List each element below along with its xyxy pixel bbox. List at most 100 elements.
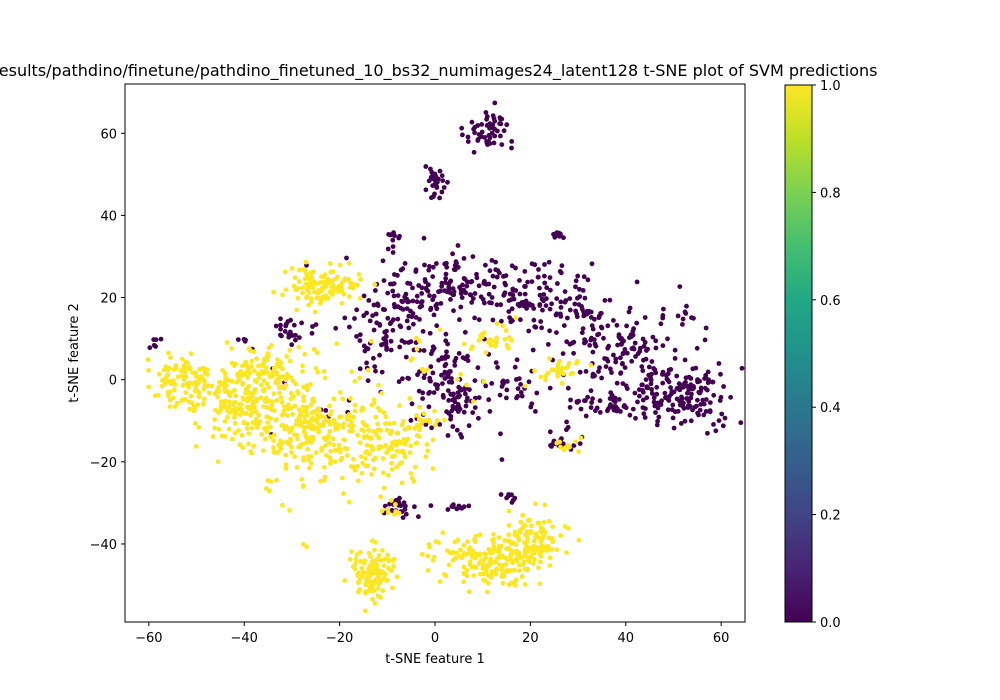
scatter-point-class-0 (660, 313, 666, 318)
scatter-point-class-1 (358, 549, 363, 555)
scatter-point-class-1 (331, 396, 337, 402)
scatter-point-class-1 (175, 400, 180, 406)
scatter-point-class-0 (347, 324, 352, 330)
scatter-point-class-1 (304, 544, 309, 550)
scatter-point-class-1 (271, 438, 276, 443)
scatter-point-class-1 (336, 442, 342, 448)
scatter-point-class-1 (494, 321, 500, 326)
scatter-point-class-0 (494, 274, 500, 280)
scatter-point-class-0 (529, 401, 535, 407)
scatter-point-class-1 (389, 460, 394, 466)
scatter-point-class-0 (582, 398, 587, 404)
scatter-point-class-0 (521, 303, 527, 309)
scatter-point-class-1 (498, 554, 503, 560)
scatter-point-class-0 (605, 406, 611, 412)
scatter-point-class-0 (643, 377, 649, 382)
scatter-point-class-1 (461, 341, 467, 347)
scatter-point-class-0 (361, 313, 367, 319)
scatter-point-class-1 (555, 362, 561, 368)
colorbar-ticks: 0.0 0.2 0.4 0.6 0.8 1.0 (812, 79, 841, 631)
scatter-point-class-0 (405, 375, 411, 381)
scatter-point-class-0 (452, 363, 458, 368)
scatter-point-class-1 (396, 449, 402, 454)
scatter-point-class-1 (232, 387, 237, 393)
scatter-point-class-1 (262, 369, 267, 375)
scatter-point-class-1 (288, 405, 294, 411)
scatter-point-class-1 (261, 448, 266, 453)
scatter-point-class-1 (232, 430, 238, 436)
scatter-point-class-0 (486, 291, 492, 297)
scatter-point-class-1 (386, 565, 391, 571)
scatter-point-class-0 (426, 178, 432, 184)
scatter-point-class-1 (344, 446, 350, 452)
y-axis: −40 −20 0 20 40 60 (90, 127, 125, 553)
scatter-point-class-0 (620, 350, 626, 356)
scatter-point-class-0 (241, 337, 247, 342)
scatter-point-class-0 (630, 328, 636, 334)
scatter-point-class-1 (182, 364, 187, 370)
scatter-point-class-1 (331, 282, 336, 288)
scatter-point-class-0 (472, 405, 478, 410)
scatter-point-class-0 (654, 384, 660, 390)
scatter-point-class-1 (292, 275, 298, 280)
scatter-point-class-0 (434, 323, 440, 329)
scatter-point-class-0 (380, 258, 386, 264)
scatter-point-class-1 (483, 562, 488, 568)
scatter-point-class-0 (487, 409, 493, 414)
scatter-point-class-0 (465, 139, 471, 145)
scatter-point-class-1 (455, 377, 460, 382)
scatter-point-class-1 (471, 573, 477, 578)
scatter-point-class-1 (523, 548, 529, 554)
scatter-point-class-0 (651, 399, 657, 405)
scatter-point-class-1 (393, 502, 398, 507)
scatter-point-class-1 (357, 440, 363, 446)
scatter-point-class-1 (357, 295, 363, 301)
scatter-point-class-1 (484, 589, 490, 595)
scatter-point-class-0 (713, 428, 719, 434)
scatter-point-class-1 (414, 433, 420, 438)
scatter-point-class-1 (379, 570, 385, 576)
scatter-point-class-0 (555, 281, 560, 286)
scatter-point-class-1 (309, 426, 314, 431)
scatter-point-class-1 (458, 547, 463, 553)
scatter-point-class-0 (577, 286, 582, 292)
scatter-point-class-1 (171, 387, 177, 393)
scatter-point-class-0 (504, 495, 509, 501)
scatter-point-class-0 (476, 283, 482, 289)
scatter-point-class-1 (547, 356, 552, 361)
scatter-point-class-0 (437, 168, 443, 174)
scatter-point-class-0 (624, 386, 630, 391)
scatter-point-class-0 (571, 350, 576, 356)
scatter-point-class-1 (304, 387, 310, 393)
scatter-point-class-0 (501, 381, 506, 386)
scatter-point-class-1 (279, 384, 284, 390)
scatter-point-class-0 (442, 371, 448, 376)
scatter-point-class-1 (358, 558, 363, 564)
scatter-point-class-0 (446, 398, 452, 403)
scatter-point-class-0 (685, 405, 691, 410)
scatter-point-class-0 (446, 410, 452, 416)
scatter-point-class-0 (390, 250, 396, 255)
scatter-point-class-0 (646, 372, 652, 378)
scatter-point-class-0 (719, 411, 725, 417)
scatter-point-class-1 (547, 555, 553, 561)
scatter-point-class-0 (487, 135, 493, 141)
scatter-point-class-0 (414, 299, 420, 305)
scatter-point-class-1 (503, 328, 509, 333)
scatter-point-class-1 (308, 402, 314, 407)
scatter-point-class-0 (680, 322, 685, 327)
scatter-point-class-0 (589, 336, 595, 342)
scatter-point-class-1 (471, 399, 476, 404)
scatter-point-class-0 (379, 369, 385, 375)
scatter-point-class-0 (472, 291, 478, 296)
scatter-point-class-1 (349, 369, 355, 375)
scatter-point-class-0 (418, 300, 424, 305)
scatter-point-class-0 (499, 142, 505, 148)
scatter-point-class-1 (216, 389, 222, 394)
scatter-point-class-0 (565, 315, 570, 321)
scatter-point-class-0 (574, 311, 580, 317)
colorbar-tick-label: 0.0 (820, 616, 841, 631)
scatter-point-class-1 (332, 286, 338, 292)
scatter-point-class-1 (188, 351, 194, 357)
scatter-point-class-1 (306, 302, 311, 308)
